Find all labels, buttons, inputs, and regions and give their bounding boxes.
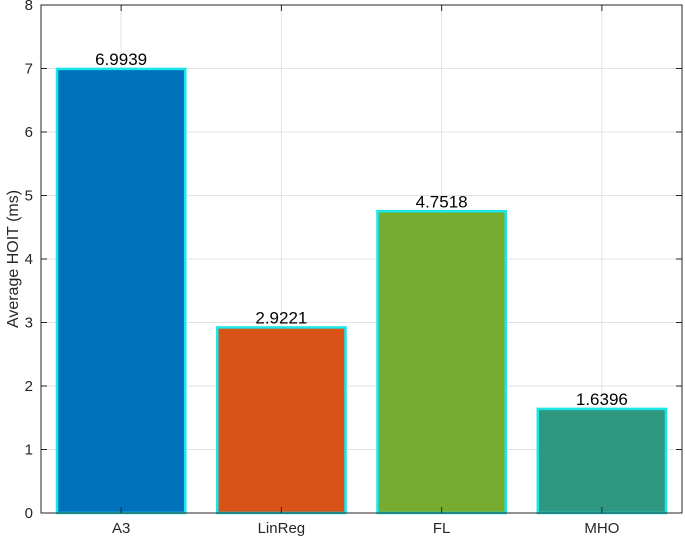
data-label-fl: 4.7518	[416, 192, 468, 211]
data-label-mho: 1.6396	[576, 390, 628, 409]
data-label-linreg: 2.9221	[255, 308, 307, 327]
y-tick-label: 8	[25, 0, 33, 14]
y-tick-label: 1	[25, 442, 33, 459]
y-tick-label: 4	[25, 251, 33, 268]
y-axis-ticks: 0 1 2 3 4 5 6 7 8	[25, 0, 682, 522]
data-label-a3: 6.9939	[95, 50, 147, 69]
bar-a3	[55, 67, 187, 515]
y-tick-label: 5	[25, 188, 33, 205]
x-tick-label-a3: A3	[112, 520, 130, 537]
x-tick-label-fl: FL	[433, 520, 451, 537]
data-labels: 6.9939 2.9221 4.7518 1.6396	[95, 50, 628, 409]
bar-mho	[536, 407, 668, 515]
bar-fl	[376, 210, 507, 515]
y-tick-label: 3	[25, 315, 33, 332]
x-axis-ticks: A3 LinReg FL MHO	[112, 5, 619, 537]
bars	[55, 67, 668, 515]
y-axis-title: Average HOIT (ms)	[5, 190, 22, 328]
y-tick-label: 2	[25, 378, 33, 395]
y-tick-label: 6	[25, 124, 33, 141]
bar-linreg	[216, 326, 347, 515]
x-tick-label-linreg: LinReg	[258, 520, 306, 537]
y-tick-label: 7	[25, 61, 33, 78]
y-tick-label: 0	[25, 505, 33, 522]
x-tick-label-mho: MHO	[584, 520, 619, 537]
